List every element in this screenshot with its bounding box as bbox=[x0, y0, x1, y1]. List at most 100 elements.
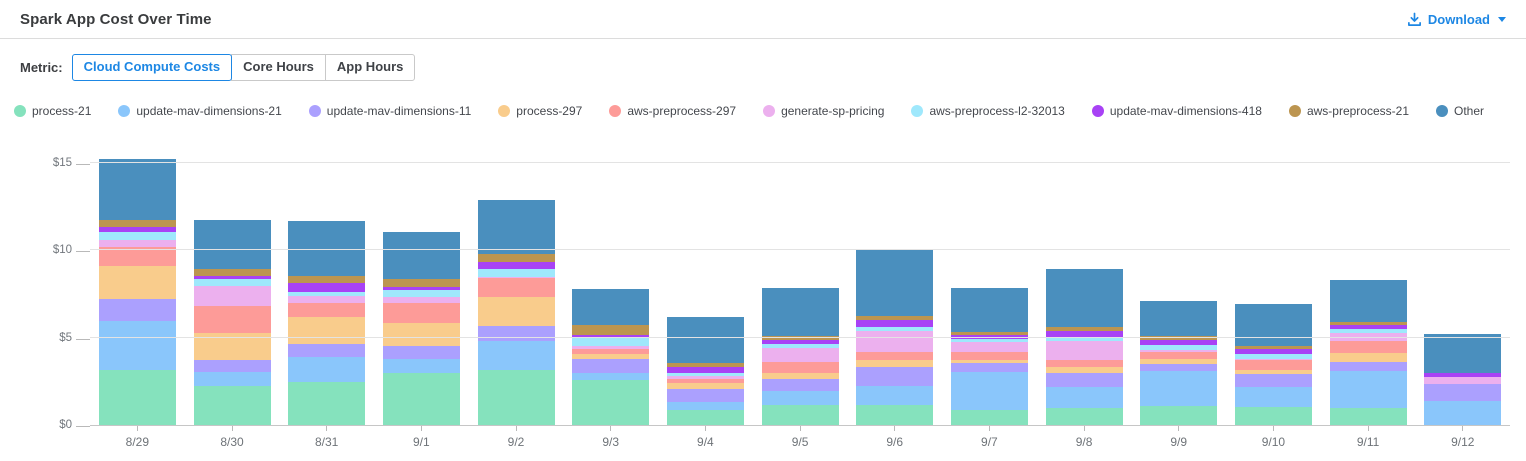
bar-segment-update-mav-dimensions-418[interactable] bbox=[1234, 349, 1312, 355]
bar-segment-generate-sp-pricing[interactable] bbox=[950, 341, 1028, 353]
bar-segment-update-mav-dimensions-11[interactable] bbox=[1234, 374, 1312, 387]
bar-segment-process-21[interactable] bbox=[288, 382, 366, 425]
bar-segment-process-21[interactable] bbox=[666, 410, 744, 425]
bar-segment-process-297[interactable] bbox=[1234, 369, 1312, 375]
bar-segment-aws-preprocess-297[interactable] bbox=[1234, 360, 1312, 370]
bar-9/12[interactable] bbox=[1424, 334, 1502, 425]
bar-9/9[interactable] bbox=[1140, 300, 1218, 425]
bar-segment-aws-preprocess-l2-32013[interactable] bbox=[856, 327, 934, 331]
bar-segment-update-mav-dimensions-21[interactable] bbox=[288, 356, 366, 383]
bar-segment-generate-sp-pricing[interactable] bbox=[193, 285, 271, 307]
bar-segment-Other[interactable] bbox=[950, 287, 1028, 332]
bar-segment-generate-sp-pricing[interactable] bbox=[1140, 349, 1218, 352]
bar-segment-generate-sp-pricing[interactable] bbox=[1424, 376, 1502, 384]
bar-segment-aws-preprocess-297[interactable] bbox=[98, 247, 176, 266]
bar-segment-aws-preprocess-297[interactable] bbox=[477, 278, 555, 298]
bar-segment-update-mav-dimensions-418[interactable] bbox=[193, 276, 271, 279]
bar-segment-update-mav-dimensions-418[interactable] bbox=[856, 320, 934, 328]
bar-segment-aws-preprocess-297[interactable] bbox=[1329, 341, 1407, 354]
bar-segment-generate-sp-pricing[interactable] bbox=[1234, 358, 1312, 361]
bar-segment-aws-preprocess-l2-32013[interactable] bbox=[288, 292, 366, 297]
bar-segment-update-mav-dimensions-21[interactable] bbox=[193, 371, 271, 386]
bar-segment-update-mav-dimensions-21[interactable] bbox=[1045, 386, 1123, 409]
bar-segment-process-297[interactable] bbox=[666, 383, 744, 390]
bar-segment-process-21[interactable] bbox=[950, 410, 1028, 425]
bar-segment-process-21[interactable] bbox=[1234, 406, 1312, 425]
bar-segment-update-mav-dimensions-418[interactable] bbox=[1140, 340, 1218, 346]
bar-segment-process-297[interactable] bbox=[1140, 359, 1218, 364]
bar-segment-Other[interactable] bbox=[1329, 279, 1407, 322]
bar-segment-aws-preprocess-297[interactable] bbox=[950, 352, 1028, 361]
bar-segment-process-21[interactable] bbox=[477, 369, 555, 425]
bar-segment-update-mav-dimensions-11[interactable] bbox=[193, 360, 271, 372]
bar-segment-Other[interactable] bbox=[98, 159, 176, 220]
bar-segment-Other[interactable] bbox=[1234, 304, 1312, 346]
bar-segment-update-mav-dimensions-21[interactable] bbox=[1424, 401, 1502, 425]
bar-segment-process-21[interactable] bbox=[193, 385, 271, 425]
bar-segment-generate-sp-pricing[interactable] bbox=[856, 330, 934, 353]
bar-segment-aws-preprocess-21[interactable] bbox=[761, 335, 839, 341]
bar-segment-aws-preprocess-297[interactable] bbox=[1140, 351, 1218, 360]
bar-segment-update-mav-dimensions-11[interactable] bbox=[761, 378, 839, 391]
bar-segment-Other[interactable] bbox=[761, 287, 839, 336]
bar-segment-process-21[interactable] bbox=[1045, 408, 1123, 425]
bar-segment-generate-sp-pricing[interactable] bbox=[666, 376, 744, 379]
bar-segment-aws-preprocess-21[interactable] bbox=[98, 219, 176, 228]
bar-segment-update-mav-dimensions-11[interactable] bbox=[1424, 383, 1502, 402]
bar-segment-aws-preprocess-21[interactable] bbox=[950, 331, 1028, 335]
bar-segment-generate-sp-pricing[interactable] bbox=[1045, 341, 1123, 361]
bar-segment-aws-preprocess-l2-32013[interactable] bbox=[98, 231, 176, 240]
bar-9/6[interactable] bbox=[856, 249, 934, 425]
bar-segment-process-297[interactable] bbox=[1045, 367, 1123, 374]
legend-item-aws-preprocess-21[interactable]: aws-preprocess-21 bbox=[1288, 104, 1409, 118]
bar-segment-update-mav-dimensions-21[interactable] bbox=[1140, 370, 1218, 406]
bar-segment-update-mav-dimensions-418[interactable] bbox=[477, 262, 555, 270]
bar-segment-aws-preprocess-21[interactable] bbox=[1140, 335, 1218, 341]
bar-segment-update-mav-dimensions-418[interactable] bbox=[98, 227, 176, 232]
bar-segment-aws-preprocess-l2-32013[interactable] bbox=[572, 338, 650, 347]
bar-9/8[interactable] bbox=[1045, 269, 1123, 425]
bar-segment-aws-preprocess-21[interactable] bbox=[856, 315, 934, 321]
bar-segment-aws-preprocess-21[interactable] bbox=[572, 324, 650, 335]
bar-segment-generate-sp-pricing[interactable] bbox=[572, 346, 650, 349]
bar-segment-process-21[interactable] bbox=[1140, 405, 1218, 425]
bar-segment-process-297[interactable] bbox=[1329, 353, 1407, 363]
bar-segment-generate-sp-pricing[interactable] bbox=[98, 239, 176, 248]
bar-segment-aws-preprocess-21[interactable] bbox=[477, 253, 555, 263]
bar-segment-aws-preprocess-297[interactable] bbox=[572, 348, 650, 355]
bar-segment-aws-preprocess-l2-32013[interactable] bbox=[1140, 345, 1218, 350]
legend-item-aws-preprocess-l2-32013[interactable]: aws-preprocess-l2-32013 bbox=[911, 104, 1065, 118]
bar-segment-process-297[interactable] bbox=[193, 333, 271, 361]
legend-item-Other[interactable]: Other bbox=[1436, 104, 1484, 118]
bar-segment-Other[interactable] bbox=[1424, 334, 1502, 373]
bar-segment-aws-preprocess-297[interactable] bbox=[193, 306, 271, 334]
bar-segment-Other[interactable] bbox=[856, 249, 934, 316]
bar-segment-update-mav-dimensions-418[interactable] bbox=[761, 340, 839, 344]
bar-segment-update-mav-dimensions-21[interactable] bbox=[1329, 370, 1407, 409]
bar-segment-process-21[interactable] bbox=[572, 380, 650, 425]
bar-segment-aws-preprocess-297[interactable] bbox=[856, 352, 934, 361]
bar-segment-Other[interactable] bbox=[288, 221, 366, 276]
bar-segment-Other[interactable] bbox=[572, 288, 650, 325]
bar-9/7[interactable] bbox=[950, 287, 1028, 425]
bar-segment-Other[interactable] bbox=[193, 219, 271, 269]
bar-segment-aws-preprocess-l2-32013[interactable] bbox=[477, 269, 555, 278]
bar-segment-update-mav-dimensions-11[interactable] bbox=[1140, 363, 1218, 371]
bar-segment-Other[interactable] bbox=[1140, 300, 1218, 336]
bar-segment-update-mav-dimensions-21[interactable] bbox=[856, 385, 934, 405]
bar-segment-generate-sp-pricing[interactable] bbox=[761, 348, 839, 363]
bar-segment-Other[interactable] bbox=[477, 200, 555, 254]
bar-segment-process-21[interactable] bbox=[1329, 408, 1407, 425]
bar-segment-Other[interactable] bbox=[382, 231, 460, 280]
bar-segment-process-21[interactable] bbox=[98, 369, 176, 425]
legend-item-update-mav-dimensions-21[interactable]: update-mav-dimensions-21 bbox=[118, 104, 282, 118]
bar-segment-aws-preprocess-297[interactable] bbox=[288, 303, 366, 318]
bar-segment-generate-sp-pricing[interactable] bbox=[288, 296, 366, 304]
bar-segment-process-297[interactable] bbox=[856, 360, 934, 368]
bar-segment-aws-preprocess-l2-32013[interactable] bbox=[950, 339, 1028, 342]
bar-segment-update-mav-dimensions-21[interactable] bbox=[572, 372, 650, 381]
bar-segment-process-21[interactable] bbox=[382, 373, 460, 425]
legend-item-generate-sp-pricing[interactable]: generate-sp-pricing bbox=[763, 104, 884, 118]
legend-item-update-mav-dimensions-11[interactable]: update-mav-dimensions-11 bbox=[308, 104, 471, 118]
bar-8/31[interactable] bbox=[288, 221, 366, 425]
